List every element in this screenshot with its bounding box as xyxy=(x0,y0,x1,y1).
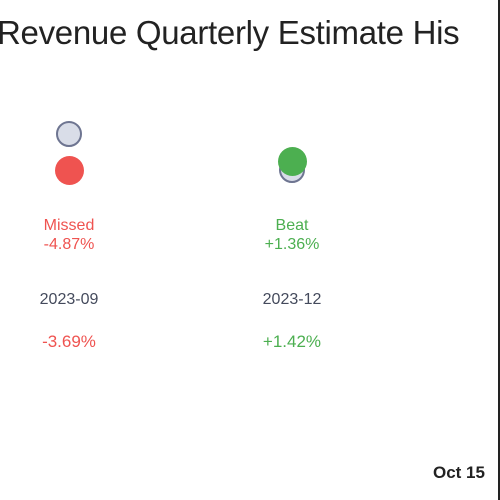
change-value: -3.69% xyxy=(42,332,96,351)
period-label: 20 xyxy=(445,291,500,309)
change-value: +1.42% xyxy=(262,332,322,351)
actual-marker xyxy=(55,156,84,185)
period-label: 2023-12 xyxy=(262,291,322,308)
surprise-value: +1.36% xyxy=(264,236,320,253)
estimate-marker xyxy=(56,121,82,147)
surprise-label: Beat +1.36% xyxy=(222,216,362,254)
surprise-value: -0 xyxy=(445,235,500,254)
change-value: +0 xyxy=(445,332,500,352)
frame-edge xyxy=(498,0,500,500)
status-label: Missed xyxy=(43,217,95,234)
surprise-label: M-0 xyxy=(445,216,500,254)
chart-title: Revenue Quarterly Estimate His xyxy=(0,14,460,51)
surprise-value: -4.87% xyxy=(43,236,95,253)
footer-date: Oct 15 xyxy=(433,463,485,482)
status-label: M xyxy=(445,216,500,235)
status-label: Beat xyxy=(275,217,309,234)
actual-marker xyxy=(278,147,307,176)
period-label: 2023-09 xyxy=(39,291,99,308)
surprise-label: Missed -4.87% xyxy=(0,216,139,254)
